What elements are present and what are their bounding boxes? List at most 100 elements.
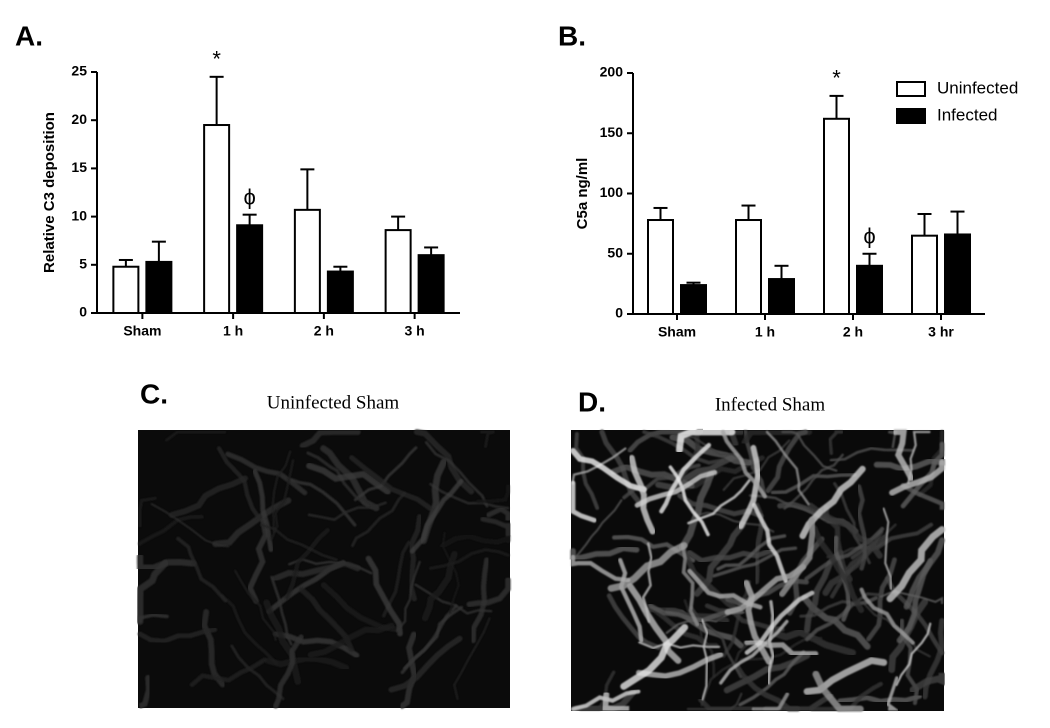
error-bar (424, 246, 439, 256)
bar (647, 219, 674, 315)
error-bar (242, 213, 257, 226)
texture (678, 470, 715, 552)
bar (768, 278, 795, 315)
texture (734, 663, 801, 712)
error-bar (741, 204, 756, 221)
texture (259, 523, 338, 562)
texture (349, 455, 433, 511)
texture (137, 674, 152, 709)
bar (203, 124, 231, 314)
texture (716, 534, 787, 571)
texture (137, 627, 218, 644)
texture (470, 557, 490, 644)
texture (885, 676, 900, 711)
texture (719, 619, 789, 685)
legend-label: Infected (937, 105, 998, 124)
error-bar (300, 168, 315, 210)
texture (284, 528, 330, 600)
y-tick-label: 15 (71, 159, 87, 175)
texture (743, 579, 772, 665)
texture (233, 569, 277, 641)
error-bar (653, 206, 668, 221)
texture (306, 451, 369, 508)
texture (220, 593, 279, 666)
texture (799, 465, 866, 540)
texture (686, 692, 743, 711)
texture (741, 429, 813, 446)
x-tick-label: 3 h (405, 323, 425, 339)
texture (738, 650, 806, 707)
y-tick-label: 10 (71, 207, 87, 223)
texture (424, 441, 489, 508)
y-tick-label: 100 (600, 184, 624, 200)
error-bar (118, 258, 133, 267)
texture (700, 639, 753, 707)
texture (176, 536, 228, 603)
error-bar (333, 265, 348, 272)
texture (136, 553, 197, 572)
texture (659, 442, 712, 514)
texture (917, 429, 945, 497)
texture (264, 655, 350, 671)
texture (168, 475, 248, 518)
texture (271, 560, 361, 582)
texture (638, 641, 721, 650)
texture (812, 670, 864, 713)
texture (783, 453, 844, 510)
bar (417, 254, 445, 315)
texture (903, 537, 945, 610)
bar (735, 219, 762, 315)
texture (724, 564, 807, 615)
texture (804, 526, 885, 581)
texture (751, 692, 790, 711)
texture (743, 429, 767, 497)
image-caption: Uninfected Sham (267, 392, 400, 413)
y-tick-label: 20 (71, 111, 87, 127)
texture (574, 499, 623, 559)
legend-swatch (896, 108, 926, 124)
texture (201, 609, 226, 688)
texture (298, 586, 355, 653)
texture (900, 441, 945, 509)
error-bar (917, 212, 932, 236)
texture (700, 618, 709, 701)
texture (365, 555, 403, 637)
texture (400, 604, 458, 675)
x-tick-label: 1 h (223, 323, 243, 339)
texture (799, 592, 882, 618)
texture (781, 430, 838, 472)
error-bar (209, 75, 224, 126)
bar (911, 234, 938, 315)
x-tick-label: 2 h (314, 323, 334, 339)
texture (886, 526, 946, 603)
texture (351, 491, 406, 548)
texture (230, 644, 285, 701)
y-tick-label: 0 (615, 305, 623, 321)
texture (475, 484, 510, 504)
texture (270, 459, 295, 541)
texture (138, 514, 204, 546)
x-tick-label: 1 h (755, 324, 775, 340)
y-axis-title: C5a ng/ml (574, 158, 591, 230)
texture (428, 548, 510, 570)
texture (628, 454, 656, 535)
texture (744, 639, 819, 657)
texture (737, 444, 762, 530)
bar (326, 270, 354, 315)
panel-label: A. (15, 20, 43, 51)
texture (212, 497, 292, 548)
texture (909, 672, 946, 694)
x-tick-label: 2 h (843, 324, 863, 340)
texture (414, 583, 493, 615)
y-tick-label: 200 (600, 64, 624, 80)
texture (687, 568, 763, 610)
error-bar (862, 252, 877, 266)
texture (680, 543, 700, 627)
texture (138, 496, 157, 527)
bar (384, 229, 412, 314)
x-tick-label: 3 hr (928, 324, 954, 340)
texture (669, 434, 753, 466)
error-bar (391, 215, 406, 231)
bar (293, 208, 321, 315)
